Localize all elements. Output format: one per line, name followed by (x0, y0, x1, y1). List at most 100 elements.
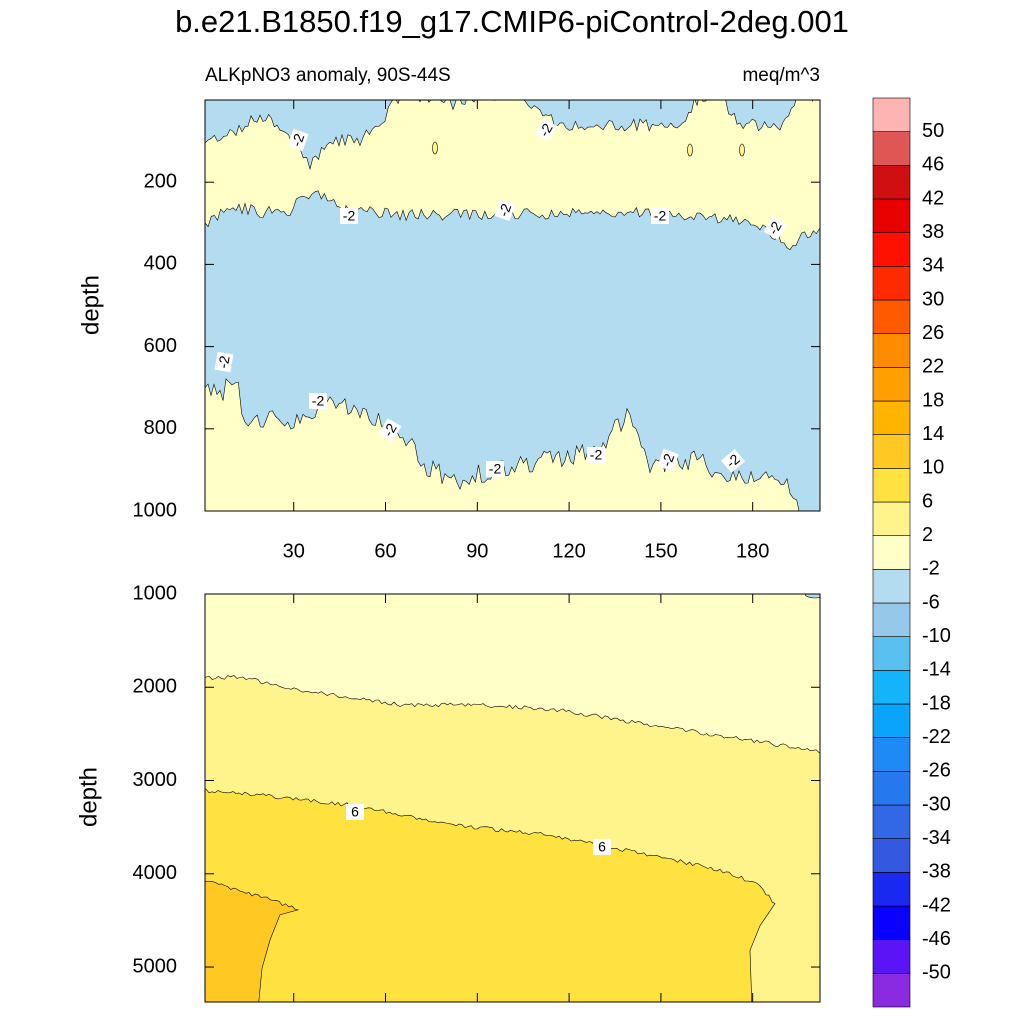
contour-label: -2 (534, 118, 558, 142)
contour-region (205, 788, 776, 1002)
y-tick-label: 4000 (133, 862, 178, 884)
colorbar-box (872, 905, 911, 940)
contour-region (432, 141, 438, 155)
contour-label: -2 (378, 418, 402, 442)
y-tick-label: 5000 (133, 955, 178, 977)
y-tick-label: 1000 (133, 582, 178, 604)
y-tick-label: 600 (144, 335, 177, 357)
contour-label: -2 (763, 216, 787, 240)
contour-label-text: 6 (351, 804, 359, 820)
colorbar-label: -34 (922, 827, 951, 849)
contour-label-box (214, 351, 234, 373)
x-tick-label: 60 (374, 540, 396, 562)
bottom-panel-fill (205, 594, 820, 1002)
contour-region (205, 881, 300, 1002)
colorbar-label: 26 (922, 322, 944, 344)
colorbar-box (872, 400, 911, 435)
colorbar-label: -50 (922, 962, 951, 984)
colorbar-label: -6 (922, 591, 940, 613)
plot-frame (204, 99, 821, 512)
colorbar-label: 2 (922, 524, 933, 546)
contour-label: -2 (309, 393, 327, 409)
contour-label-box (587, 447, 605, 463)
subtitle-right: meq/m^3 (742, 65, 820, 86)
colorbar-box (872, 131, 911, 166)
contour-label: -2 (720, 449, 746, 473)
colorbar-label: -46 (922, 928, 951, 950)
colorbar-label: 10 (922, 457, 944, 479)
colorbar-box (872, 501, 911, 536)
contour-label-box (534, 118, 558, 142)
contour-label: -2 (587, 447, 605, 463)
contour-region (687, 143, 693, 157)
contour-label-text: -2 (654, 208, 667, 224)
colorbar-label: -42 (922, 894, 951, 916)
colorbar-label: 34 (922, 255, 944, 277)
contour-label-box (309, 393, 327, 409)
contour-region (739, 143, 745, 157)
colorbar-label: 42 (922, 187, 944, 209)
colorbar-box (872, 232, 911, 267)
colorbar-box (872, 636, 911, 671)
contour-label: -2 (486, 461, 504, 477)
colorbar-box (872, 771, 911, 806)
colorbar-box (872, 434, 911, 469)
colorbar-box (872, 872, 911, 907)
colorbar-label: -10 (922, 625, 951, 647)
colorbar-box (872, 838, 911, 873)
plot-frame (204, 593, 821, 1003)
colorbar-box (872, 804, 911, 839)
colorbar-box (872, 367, 911, 402)
x-tick-label: 150 (644, 540, 677, 562)
colorbar-box (872, 973, 911, 1008)
colorbar-box (872, 165, 911, 200)
colorbar-box (872, 602, 911, 637)
colorbar-label: 50 (922, 120, 944, 142)
colorbar-box (872, 535, 911, 570)
chart-title: b.e21.B1850.f19_g17.CMIP6-piControl-2deg… (175, 4, 849, 39)
colorbar-box (872, 670, 911, 705)
contour-label-text: -2 (343, 208, 356, 224)
contour-label-box (763, 216, 787, 240)
contour-label: 6 (346, 804, 364, 820)
contour-label-box (346, 804, 364, 820)
subtitle-left: ALKpNO3 anomaly, 90S-44S (205, 65, 451, 86)
colorbar-box (872, 939, 911, 974)
contour-label-box (486, 461, 504, 477)
contour-label: -2 (494, 198, 516, 222)
colorbar-label: -30 (922, 793, 951, 815)
contour-label-text: -2 (288, 131, 307, 148)
colorbar-box (872, 569, 911, 604)
colorbar-label: 46 (922, 154, 944, 176)
contour-label-box (287, 128, 309, 152)
colorbar-box (872, 703, 911, 738)
y-tick-label: 3000 (133, 769, 178, 791)
colorbar-label: 6 (922, 490, 933, 512)
contour-label-box (494, 198, 516, 222)
contour-label: -2 (657, 448, 679, 472)
contour-region (804, 594, 820, 599)
contour-label-text: -2 (312, 393, 325, 409)
colorbar-box (872, 468, 911, 503)
colorbar-label: 30 (922, 288, 944, 310)
contour-label-box (720, 449, 746, 473)
y-tick-label: 1000 (133, 499, 178, 521)
y-tick-label: 800 (144, 417, 177, 439)
y-tick-label: 400 (144, 253, 177, 275)
colorbar-box (872, 198, 911, 233)
colorbar-label: -38 (922, 861, 951, 883)
colorbar-label: -22 (922, 726, 951, 748)
contour-label-box (657, 448, 679, 472)
contour-label-box (593, 839, 611, 855)
contour-label-box (651, 208, 669, 224)
top-panel-fill (205, 100, 820, 511)
contour-label-text: -2 (658, 451, 677, 468)
contour-label-text: -2 (215, 354, 233, 369)
contour-label-box (378, 418, 402, 442)
contour-label: -2 (651, 208, 669, 224)
contour-region (205, 190, 820, 511)
contour-label: -2 (287, 128, 309, 152)
colorbar-label: 22 (922, 356, 944, 378)
colorbar-box (872, 266, 911, 301)
